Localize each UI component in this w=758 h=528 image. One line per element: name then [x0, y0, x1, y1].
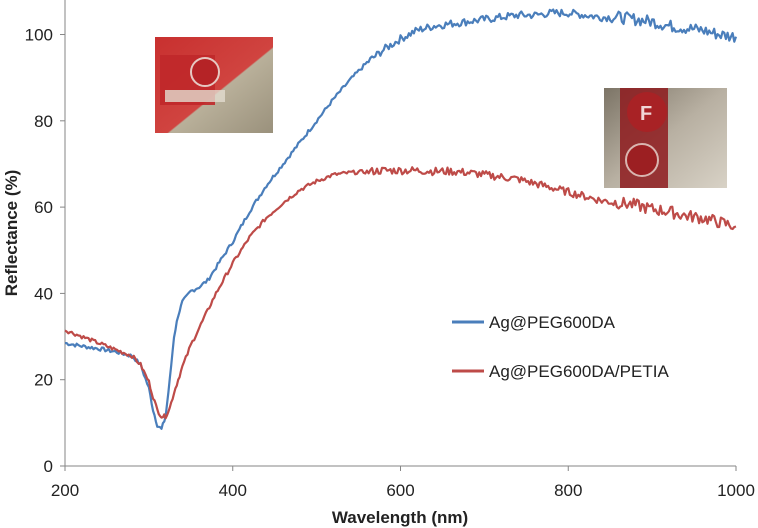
y-tick-label: 20: [34, 371, 53, 390]
x-tick-label: 800: [554, 481, 582, 500]
svg-text:F: F: [640, 103, 652, 125]
series-layer: [64, 8, 738, 430]
legend-label-red: Ag@PEG600DA/PETIA: [489, 362, 669, 381]
y-axis-label: Reflectance (%): [2, 170, 21, 297]
legend-label-blue: Ag@PEG600DA: [489, 313, 616, 332]
y-tick-label: 100: [25, 26, 53, 45]
y-tick-label: 0: [44, 457, 53, 476]
y-ticks: 0 20 40 60 80 100: [25, 26, 65, 476]
y-tick-label: 80: [34, 112, 53, 131]
x-tick-label: 1000: [717, 481, 755, 500]
legend: Ag@PEG600DA Ag@PEG600DA/PETIA: [452, 313, 669, 381]
inset-photo-left: [155, 37, 273, 133]
x-axis-label: Wavelength (nm): [332, 508, 468, 527]
x-tick-label: 200: [51, 481, 79, 500]
series-line-ag-peg600da-petia: [64, 166, 737, 420]
x-ticks: 200 400 600 800 1000: [51, 466, 755, 500]
x-tick-label: 400: [219, 481, 247, 500]
x-tick-label: 600: [386, 481, 414, 500]
inset-photo-right: F: [604, 88, 727, 188]
y-tick-label: 60: [34, 198, 53, 217]
series-line-ag-peg600da: [65, 8, 738, 430]
y-tick-label: 40: [34, 284, 53, 303]
